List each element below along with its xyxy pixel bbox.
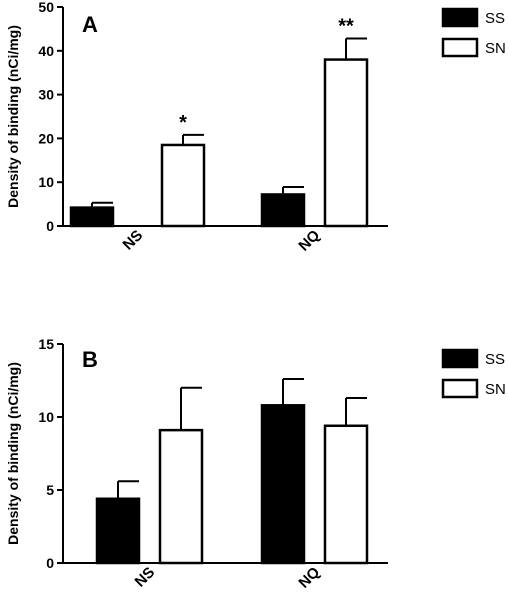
legend-label: SN (485, 40, 506, 57)
bar-ss-nq (260, 193, 306, 228)
chart-panel-a: 0 10 20 30 40 50 Density of binding (nCi/mg) A N… (5, 0, 506, 255)
panel-label: B (82, 347, 98, 372)
y-axis-label: Density of binding (nCi/mg) (5, 362, 21, 545)
bar-sn-ns (158, 428, 204, 565)
panel-label: A (82, 12, 98, 37)
y-tick-label: 15 (38, 336, 54, 352)
y-tick-label: 0 (46, 218, 54, 234)
bar-sn-nq (323, 424, 369, 565)
category-label: NS (132, 564, 159, 591)
y-tick-label: 40 (38, 43, 54, 59)
significance-marker: ** (338, 16, 354, 38)
legend-label: SS (485, 10, 505, 27)
category-label: NQ (295, 564, 323, 592)
legend-swatch-ss (441, 7, 479, 28)
y-tick-label: 10 (38, 409, 54, 425)
y-tick-label: 30 (38, 87, 54, 103)
legend-swatch-ss (441, 348, 479, 369)
bar-sn-ns (160, 143, 206, 228)
legend-swatch-sn (441, 378, 479, 399)
y-tick-label: 50 (38, 0, 54, 15)
legend-label: SS (485, 351, 505, 368)
significance-marker: * (179, 112, 187, 134)
bar-ss-ns (95, 497, 141, 565)
bar-ss-ns (69, 206, 115, 228)
y-tick-label: 10 (38, 174, 54, 190)
chart-panel-b: 0 5 10 15 Density of binding (nCi/mg) B NS NQ SS… (5, 336, 506, 592)
y-tick-label: 5 (46, 482, 54, 498)
y-axis-label: Density of binding (nCi/mg) (5, 25, 21, 208)
y-tick-label: 20 (38, 130, 54, 146)
legend-swatch-sn (441, 37, 479, 58)
y-tick-label: 0 (46, 555, 54, 571)
category-label: NS (120, 227, 147, 254)
category-label: NQ (295, 227, 323, 255)
bar-ss-nq (260, 404, 306, 565)
legend-label: SN (485, 381, 506, 398)
bar-sn-nq (323, 58, 369, 228)
